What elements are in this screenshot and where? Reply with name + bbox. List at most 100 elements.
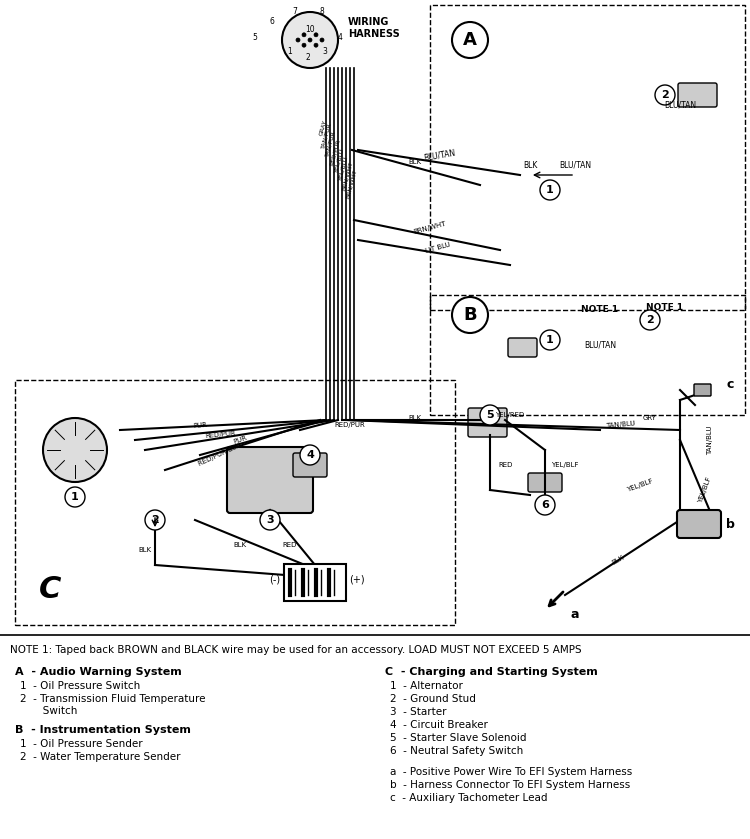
FancyBboxPatch shape xyxy=(293,453,327,477)
Text: 5: 5 xyxy=(253,34,257,43)
Text: 5  - Starter Slave Solenoid: 5 - Starter Slave Solenoid xyxy=(390,733,526,743)
Text: 1: 1 xyxy=(546,185,554,195)
Text: RED/PUR: RED/PUR xyxy=(329,138,341,166)
Circle shape xyxy=(308,38,312,42)
Text: RED/PUR: RED/PUR xyxy=(334,422,365,428)
Text: BRN/WHT: BRN/WHT xyxy=(413,221,447,235)
Circle shape xyxy=(535,495,555,515)
Text: YEL/BLU: YEL/BLU xyxy=(333,147,345,173)
Circle shape xyxy=(320,38,324,42)
Text: RED: RED xyxy=(499,462,513,468)
Text: RED: RED xyxy=(283,542,297,548)
Text: YEL/BLU: YEL/BLU xyxy=(338,155,349,181)
Circle shape xyxy=(452,297,488,333)
Text: BLK: BLK xyxy=(409,159,422,165)
Circle shape xyxy=(640,310,660,330)
Text: (+): (+) xyxy=(350,575,364,585)
Text: RED/PUR: RED/PUR xyxy=(205,430,236,440)
Text: TAN/BLU: TAN/BLU xyxy=(707,425,713,455)
Text: BLK: BLK xyxy=(523,160,537,169)
Text: TAN/BLU: TAN/BLU xyxy=(605,420,635,430)
Text: 4: 4 xyxy=(306,450,314,460)
Text: (-): (-) xyxy=(269,575,280,585)
Text: 1  - Oil Pressure Sender: 1 - Oil Pressure Sender xyxy=(20,739,142,749)
Text: a  - Positive Power Wire To EFI System Harness: a - Positive Power Wire To EFI System Ha… xyxy=(390,767,632,777)
Circle shape xyxy=(314,33,318,37)
Text: C  - Charging and Starting System: C - Charging and Starting System xyxy=(385,667,598,677)
Text: B: B xyxy=(464,306,477,324)
Text: c  - Auxiliary Tachometer Lead: c - Auxiliary Tachometer Lead xyxy=(390,793,548,803)
Text: 2  - Transmission Fluid Temperature
       Switch: 2 - Transmission Fluid Temperature Switc… xyxy=(20,694,206,716)
Text: RED/PUR BLK: RED/PUR BLK xyxy=(198,442,242,467)
Text: 6: 6 xyxy=(541,500,549,510)
Text: GRAY: GRAY xyxy=(319,119,328,137)
Text: NOTE 1: NOTE 1 xyxy=(581,305,619,315)
Circle shape xyxy=(65,487,85,507)
Text: 10: 10 xyxy=(305,25,315,34)
Circle shape xyxy=(145,510,165,530)
Text: 6: 6 xyxy=(269,18,274,27)
FancyBboxPatch shape xyxy=(677,510,721,538)
Text: 1: 1 xyxy=(288,48,292,56)
FancyBboxPatch shape xyxy=(284,564,346,601)
Text: TAN/PUR: TAN/PUR xyxy=(325,130,337,158)
Circle shape xyxy=(300,445,320,465)
Text: YEL/BLF: YEL/BLF xyxy=(698,476,712,504)
FancyBboxPatch shape xyxy=(528,473,562,492)
Text: 8: 8 xyxy=(320,8,324,17)
Circle shape xyxy=(260,510,280,530)
Text: A  - Audio Warning System: A - Audio Warning System xyxy=(15,667,182,677)
Text: 1: 1 xyxy=(546,335,554,345)
Text: LIT BLU: LIT BLU xyxy=(424,242,451,254)
Text: 2: 2 xyxy=(662,90,669,100)
Text: A: A xyxy=(463,31,477,49)
Text: a: a xyxy=(571,608,579,622)
Circle shape xyxy=(282,12,338,68)
FancyBboxPatch shape xyxy=(508,338,537,357)
Circle shape xyxy=(314,43,318,47)
Text: b  - Harness Connector To EFI System Harness: b - Harness Connector To EFI System Harn… xyxy=(390,780,630,790)
Text: 2  - Ground Stud: 2 - Ground Stud xyxy=(390,694,476,704)
Text: BLK: BLK xyxy=(409,415,422,421)
Text: YEL/BLF: YEL/BLF xyxy=(626,477,654,492)
Circle shape xyxy=(452,22,488,58)
Circle shape xyxy=(655,85,675,105)
FancyBboxPatch shape xyxy=(468,408,507,437)
Text: BLU/TAN: BLU/TAN xyxy=(584,341,616,350)
Text: c: c xyxy=(726,378,734,392)
Text: 1  - Oil Pressure Switch: 1 - Oil Pressure Switch xyxy=(20,681,140,691)
Bar xyxy=(430,5,745,310)
Circle shape xyxy=(43,418,107,482)
Text: BLU/TAN: BLU/TAN xyxy=(664,101,696,110)
Text: NOTE 1: NOTE 1 xyxy=(646,304,683,312)
FancyBboxPatch shape xyxy=(678,83,717,107)
Text: 3: 3 xyxy=(266,515,274,525)
Text: 3  - Starter: 3 - Starter xyxy=(390,707,446,717)
Text: WIRING
HARNESS: WIRING HARNESS xyxy=(348,18,400,39)
Text: YEL/RED: YEL/RED xyxy=(495,412,525,418)
Circle shape xyxy=(302,43,306,47)
Text: GRY: GRY xyxy=(643,415,657,421)
Text: 3: 3 xyxy=(322,48,328,56)
Circle shape xyxy=(540,330,560,350)
Circle shape xyxy=(480,405,500,425)
Text: 2: 2 xyxy=(151,515,159,525)
Text: BLU/TAN: BLU/TAN xyxy=(424,148,457,162)
Text: 4: 4 xyxy=(338,34,343,43)
Text: BLK: BLK xyxy=(610,554,626,565)
Text: BRN/WHT: BRN/WHT xyxy=(340,161,353,191)
Circle shape xyxy=(302,33,306,37)
FancyBboxPatch shape xyxy=(694,384,711,396)
Circle shape xyxy=(540,180,560,200)
Text: BLU/TAN: BLU/TAN xyxy=(559,160,591,169)
Text: NOTE 1: Taped back BROWN and BLACK wire may be used for an accessory. LOAD MUST : NOTE 1: Taped back BROWN and BLACK wire … xyxy=(10,645,582,655)
Text: b: b xyxy=(725,519,734,531)
Circle shape xyxy=(296,38,300,42)
Text: C: C xyxy=(39,576,62,605)
FancyBboxPatch shape xyxy=(227,447,313,513)
Text: BRN/WHT: BRN/WHT xyxy=(345,169,357,199)
Text: B  - Instrumentation System: B - Instrumentation System xyxy=(15,725,190,735)
Text: 4  - Circuit Breaker: 4 - Circuit Breaker xyxy=(390,720,488,730)
Text: 6  - Neutral Safety Switch: 6 - Neutral Safety Switch xyxy=(390,746,524,756)
Text: BLK: BLK xyxy=(233,542,247,548)
